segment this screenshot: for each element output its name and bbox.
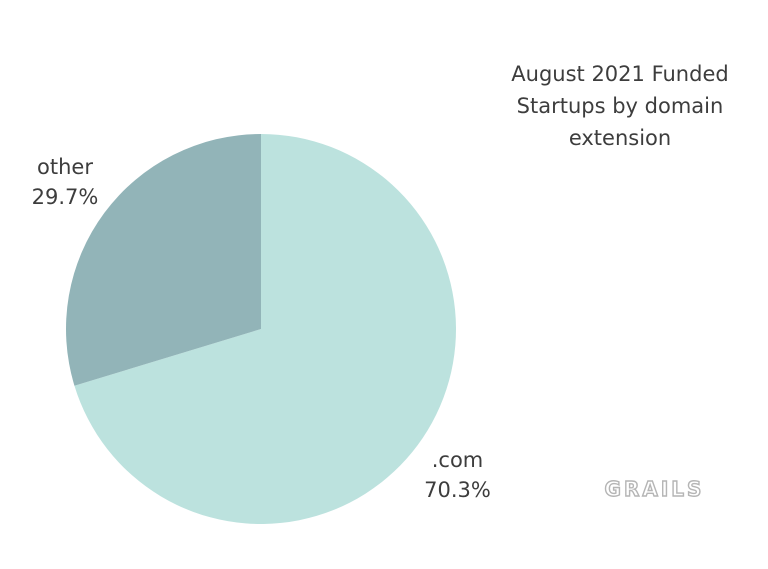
- slice-value-com: 70.3%: [424, 478, 491, 502]
- chart-title-line-1: August 2021 Funded: [511, 62, 729, 86]
- grails-logo: GRAILS: [604, 476, 705, 501]
- slice-name-com: .com: [431, 448, 484, 472]
- chart-title: August 2021 Funded Startups by domain ex…: [490, 58, 750, 154]
- slice-value-other: 29.7%: [31, 185, 99, 209]
- slice-label-other: other 29.7%: [20, 152, 110, 212]
- pie-slice-other: [66, 134, 262, 386]
- pie-slice-com: [74, 134, 456, 524]
- slice-name-other: other: [37, 155, 93, 179]
- chart-title-line-3: extension: [568, 126, 672, 150]
- slice-label-com: .com 70.3%: [410, 445, 505, 505]
- chart-title-line-2: Startups by domain: [516, 94, 724, 118]
